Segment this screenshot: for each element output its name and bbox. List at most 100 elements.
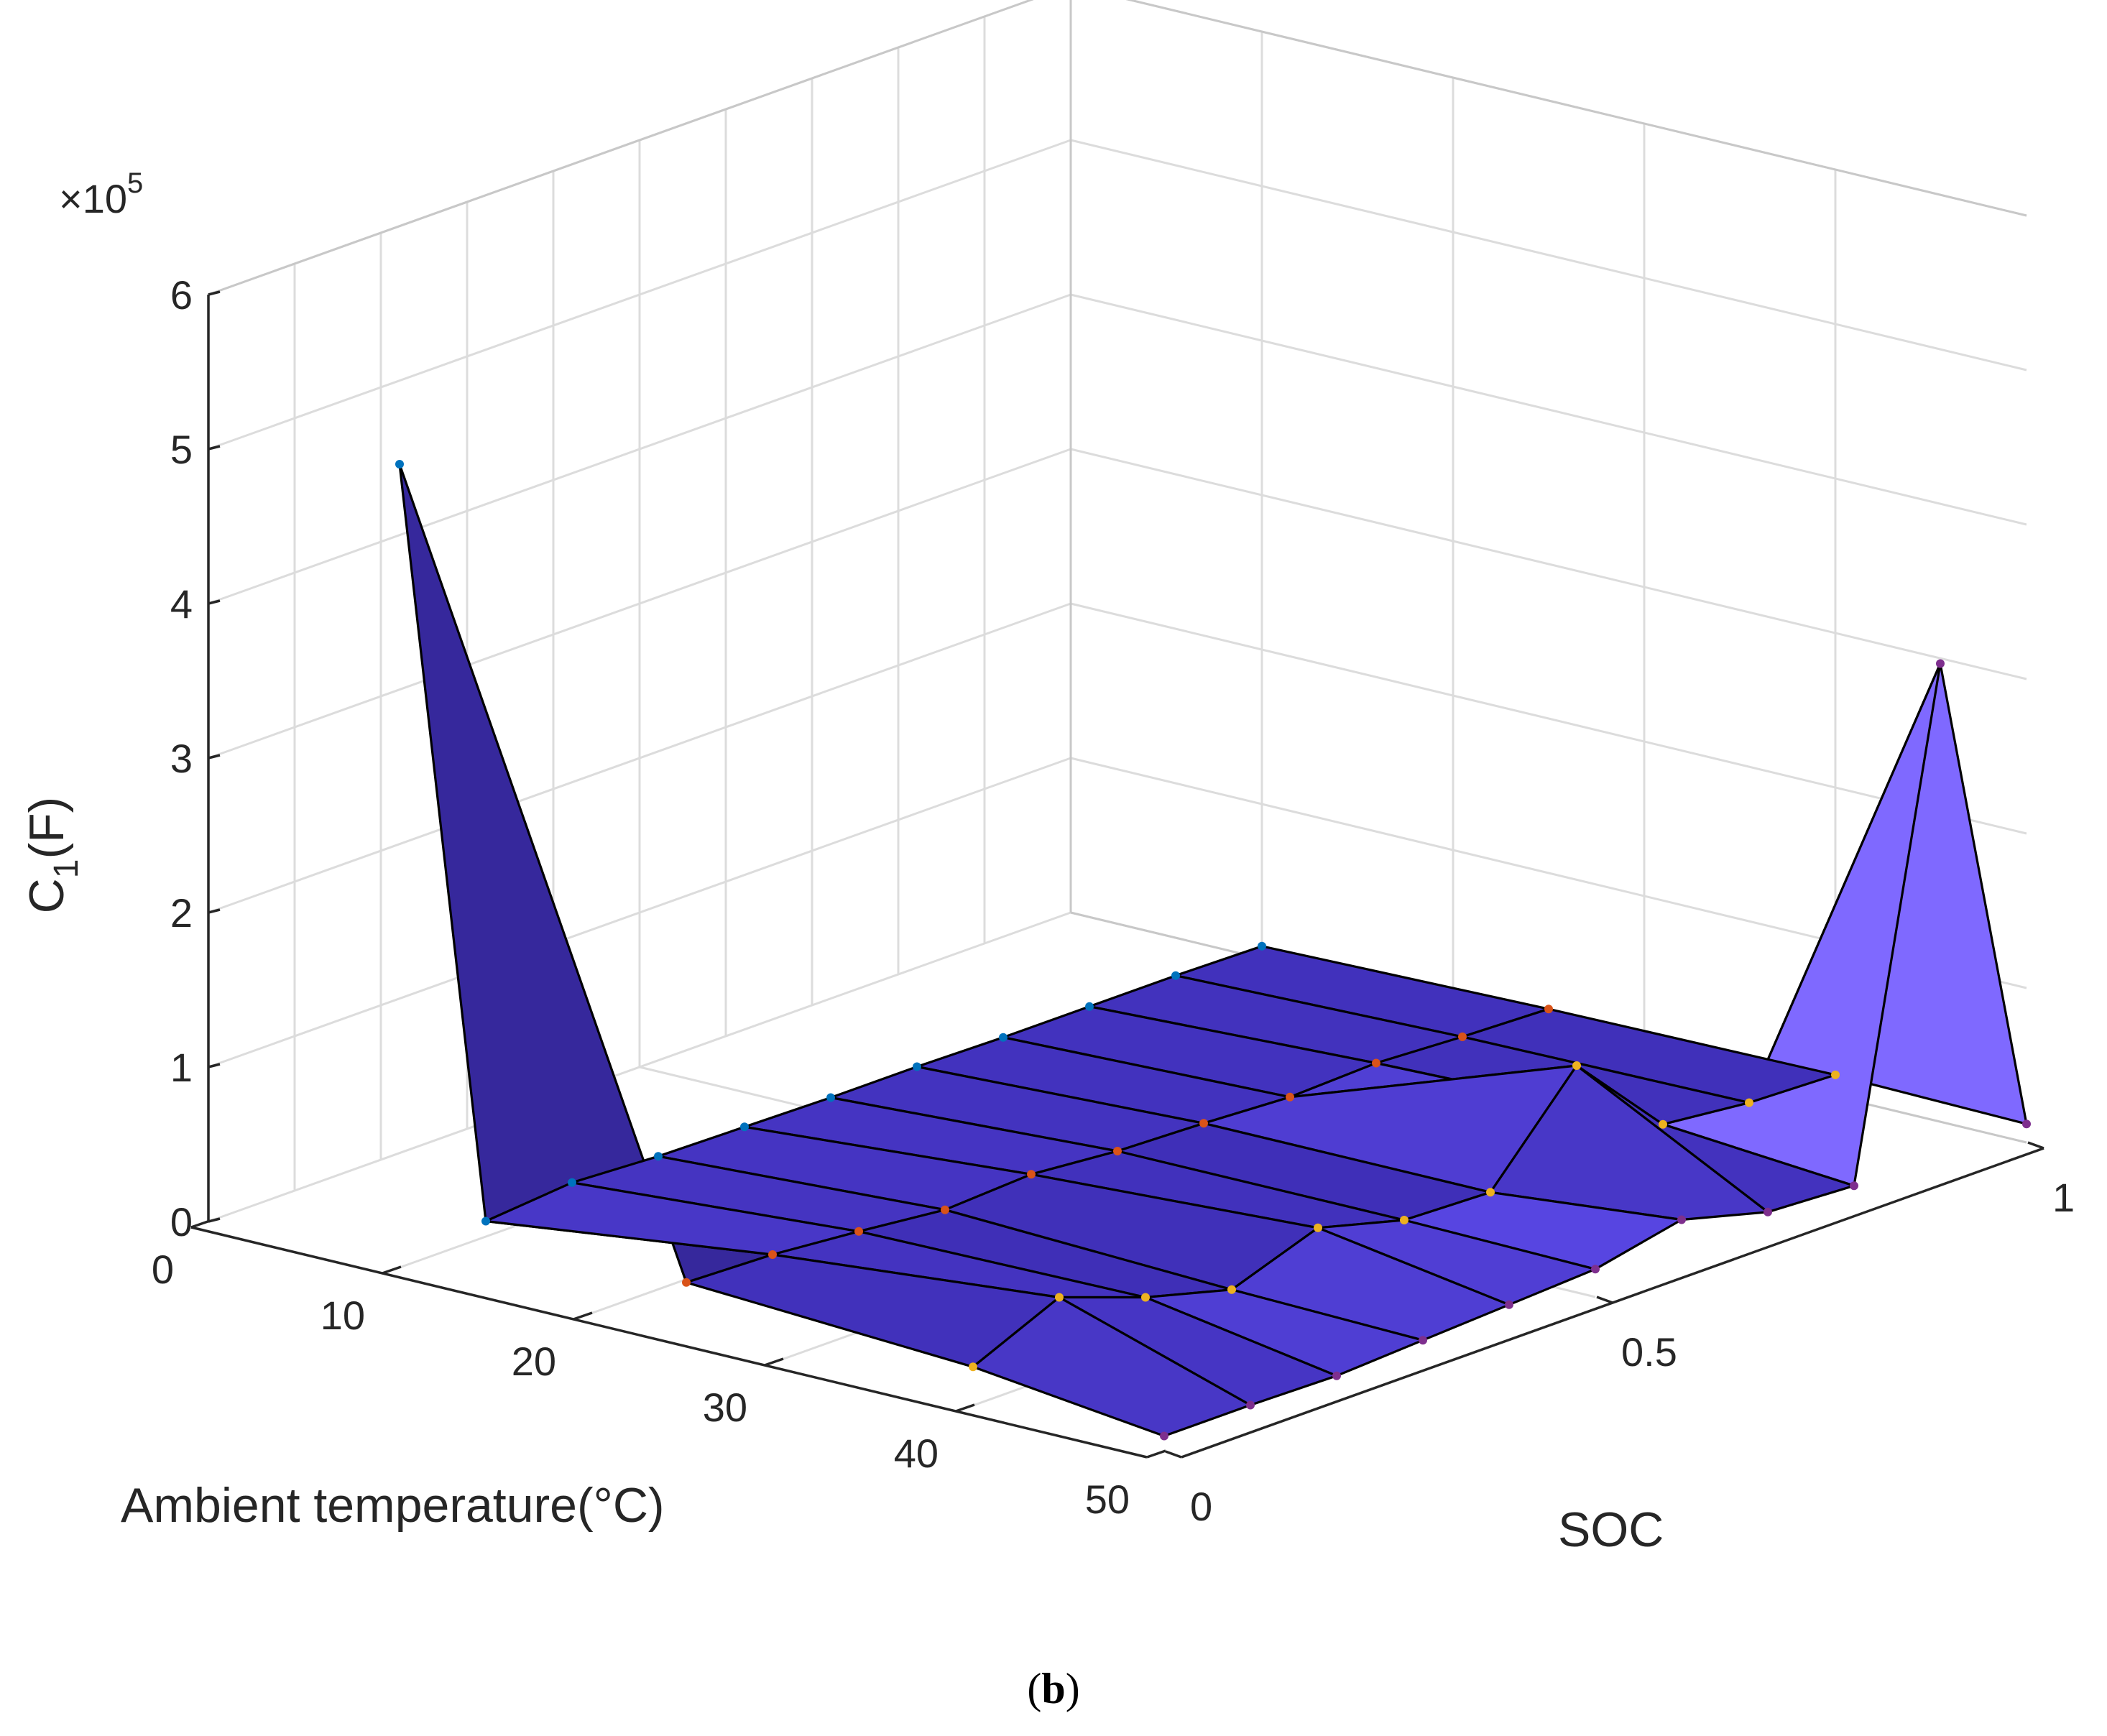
data-point-marker (1055, 1293, 1064, 1302)
data-point-marker (1591, 1265, 1600, 1274)
data-point-marker (1141, 1293, 1150, 1302)
data-point-marker (1286, 1092, 1294, 1102)
data-point-marker (1332, 1371, 1341, 1380)
grid-line-z-back (1070, 139, 2027, 371)
x-tick (1146, 1449, 1166, 1459)
data-point-marker (913, 1062, 921, 1071)
data-point-marker (1850, 1181, 1858, 1191)
x-tick-label: 10 (321, 1293, 365, 1338)
data-point-marker (999, 1033, 1008, 1042)
z-tick (208, 1063, 221, 1068)
data-point-marker (568, 1178, 576, 1187)
data-point-marker (1314, 1223, 1322, 1232)
z-tick-label: 2 (170, 890, 193, 936)
z-axis-label-subscript: 1 (47, 859, 86, 879)
caption-close-paren: ) (1066, 1665, 1080, 1712)
x-axis-label: Ambient temperature(°C) (121, 1478, 665, 1533)
y-axis-label: SOC (1558, 1502, 1664, 1557)
z-tick (208, 1217, 221, 1223)
data-point-marker (740, 1122, 749, 1132)
data-point-marker (854, 1227, 863, 1236)
data-point-marker (654, 1152, 663, 1161)
grid-line-z-back (1070, 602, 2027, 835)
z-tick-label: 1 (170, 1045, 193, 1090)
x-axis-line (190, 1226, 1148, 1459)
z-tick-label: 0 (170, 1199, 193, 1245)
y-tick-label: 0.5 (1621, 1329, 1677, 1375)
z-tick (208, 599, 221, 605)
y-tick (1165, 1450, 1182, 1459)
x-tick (955, 1403, 975, 1413)
data-point-marker (1505, 1300, 1513, 1309)
grid-line-z-back (1070, 293, 2027, 526)
data-point-marker (1763, 1207, 1772, 1216)
z-tick (208, 290, 221, 296)
y-tick (1596, 1296, 1613, 1304)
data-point-marker (1027, 1170, 1036, 1179)
x-tick-label: 40 (894, 1431, 939, 1476)
data-point-marker (1171, 971, 1180, 980)
y-tick (2027, 1141, 2044, 1150)
data-point-marker (682, 1278, 691, 1287)
data-point-marker (1936, 659, 1945, 668)
grid-line-z-back (1125, 0, 2027, 217)
exponent-base: ×10 (59, 176, 127, 221)
data-point-marker (1227, 1285, 1236, 1294)
x-tick (764, 1357, 784, 1367)
marker-layer (395, 460, 2031, 1441)
data-point-marker (1246, 1400, 1255, 1410)
x-tick-label: 20 (512, 1339, 556, 1384)
data-point-marker (969, 1362, 977, 1372)
exponent-label: ×105 (59, 167, 143, 221)
exponent-power: 5 (127, 167, 143, 199)
x-tick (190, 1219, 211, 1229)
z-axis-label-main: C (19, 878, 74, 913)
x-tick-label: 0 (152, 1247, 174, 1292)
data-point-marker (1113, 1147, 1122, 1155)
data-point-marker (1677, 1215, 1686, 1224)
z-tick-label: 3 (170, 736, 193, 781)
z-tick-label: 5 (170, 427, 193, 472)
data-point-marker (1544, 1005, 1553, 1014)
data-point-marker (1831, 1070, 1840, 1079)
box-top-back-edge (1125, 0, 2027, 217)
label-layer: ×105 C1(F) Ambient temperature(°C) SOC (… (19, 167, 2075, 1712)
z-tick (208, 908, 221, 914)
data-point-marker (1419, 1336, 1427, 1345)
data-point-marker (1199, 1119, 1208, 1128)
grid-line-z-back (1070, 448, 2027, 680)
data-point-marker (395, 460, 404, 468)
data-point-marker (1372, 1058, 1380, 1068)
z-axis-label-unit: (F) (19, 797, 74, 859)
data-point-marker (1085, 1002, 1094, 1011)
z-tick-label: 4 (170, 581, 193, 627)
z-tick (208, 445, 221, 451)
y-tick-label: 1 (2052, 1175, 2075, 1220)
data-point-marker (1400, 1216, 1408, 1224)
data-point-marker (2022, 1119, 2031, 1129)
data-point-marker (826, 1093, 835, 1102)
x-tick-label: 30 (703, 1385, 747, 1430)
caption-letter: b (1041, 1665, 1065, 1712)
data-point-marker (1486, 1188, 1495, 1197)
caption-open-paren: ( (1027, 1665, 1041, 1712)
data-point-marker (481, 1216, 490, 1226)
z-tick (208, 754, 221, 760)
data-point-marker (1745, 1098, 1753, 1107)
x-tick (573, 1311, 593, 1321)
x-tick (382, 1265, 402, 1275)
box-top-left-edge (208, 0, 1034, 296)
surface-layer (398, 463, 2028, 1438)
y-tick-label: 0 (1190, 1484, 1212, 1529)
data-point-marker (1160, 1431, 1168, 1441)
data-point-marker (1258, 941, 1266, 951)
data-point-marker (1572, 1061, 1581, 1070)
data-point-marker (941, 1205, 949, 1214)
data-point-marker (1458, 1032, 1467, 1041)
z-axis-label: C1(F) (19, 797, 86, 914)
data-point-marker (1659, 1119, 1667, 1129)
x-tick-label: 50 (1085, 1477, 1130, 1522)
z-tick-label: 6 (170, 272, 193, 318)
data-point-marker (768, 1250, 777, 1259)
